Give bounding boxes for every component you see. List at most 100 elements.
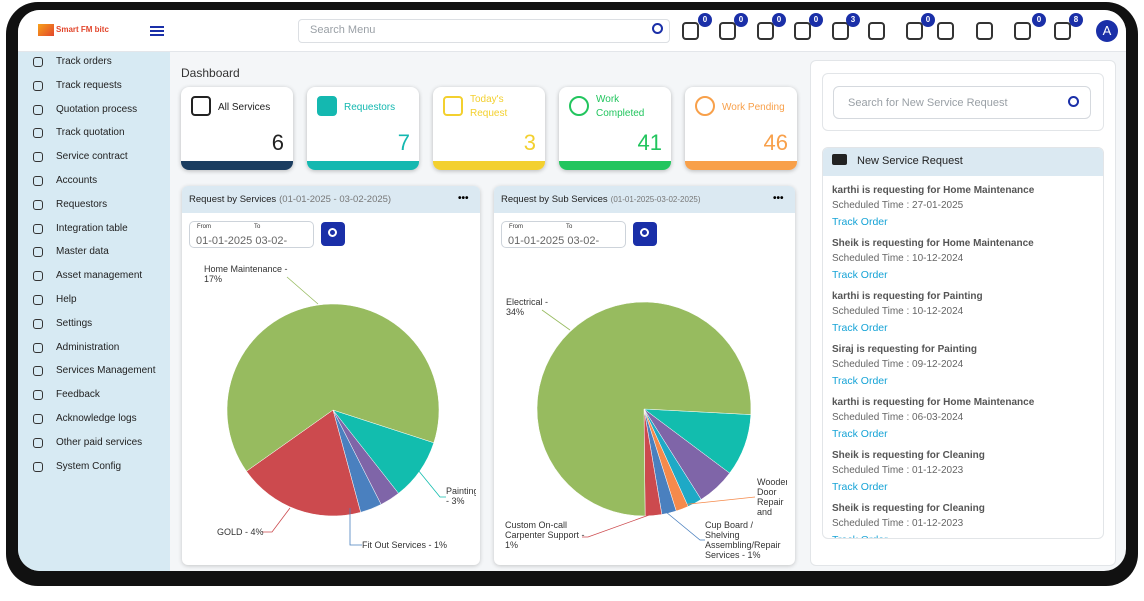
track-order-link[interactable]: Track Order <box>832 428 888 440</box>
sidebar-icon[interactable] <box>33 414 43 424</box>
sidebar-item[interactable]: Track requests <box>56 79 122 91</box>
sidebar-item[interactable]: Feedback <box>56 389 100 401</box>
sidebar-item[interactable]: Quotation process <box>56 103 138 115</box>
header-icon[interactable] <box>794 22 811 40</box>
leader-line <box>679 496 756 506</box>
stat-card[interactable] <box>433 87 545 170</box>
track-order-link[interactable]: Track Order <box>832 534 888 538</box>
card-icon <box>695 96 715 116</box>
track-order-link[interactable]: Track Order <box>832 269 888 281</box>
pie-label-box: Custom On-call Carpenter Support - 1% <box>505 520 585 550</box>
sidebar-icon[interactable] <box>33 247 43 258</box>
sidebar-item[interactable]: Other paid services <box>56 436 143 448</box>
search-menu[interactable] <box>298 19 670 43</box>
avatar[interactable]: A <box>1096 20 1118 42</box>
pie-label: Wooden Door Repair and <box>757 477 787 517</box>
notification-badge: 3 <box>846 13 860 27</box>
leader-line <box>665 511 705 541</box>
request-time: Scheduled Time : 27-01-2025 <box>832 200 964 211</box>
date-range[interactable] <box>189 221 314 248</box>
sidebar-icon[interactable] <box>33 295 43 305</box>
track-order-link[interactable]: Track Order <box>832 216 888 228</box>
request-search[interactable] <box>833 86 1091 119</box>
logo-mark <box>38 24 54 36</box>
card-value: 46 <box>763 130 788 155</box>
date-values: 01-01-2025 03-02- <box>508 235 600 247</box>
sidebar-icon[interactable] <box>33 199 43 210</box>
stat-card[interactable] <box>181 87 293 170</box>
pie-label: Fit Out Services - 1% <box>362 540 448 550</box>
stat-card[interactable] <box>685 87 797 170</box>
track-order-link[interactable]: Track Order <box>832 375 888 387</box>
sidebar-icon[interactable] <box>33 461 43 472</box>
sidebar-item[interactable]: Track quotation <box>56 127 125 139</box>
sidebar-item[interactable]: Accounts <box>56 175 98 186</box>
request-search-placeholder: Search for New Service Request <box>848 97 1008 109</box>
sidebar-icon[interactable] <box>33 80 43 91</box>
menu-toggle[interactable] <box>150 26 164 36</box>
card-value: 6 <box>271 130 284 155</box>
date-values: 01-01-2025 03-02- <box>196 235 288 247</box>
search-icon[interactable] <box>652 23 663 34</box>
header-icon[interactable] <box>719 22 736 40</box>
sidebar-icon[interactable] <box>33 176 43 186</box>
panel-menu[interactable]: ••• <box>773 193 784 204</box>
sidebar-icon[interactable] <box>33 57 43 67</box>
card-bar <box>181 161 293 170</box>
leader-line <box>541 309 571 331</box>
header-icon[interactable] <box>976 22 993 40</box>
sidebar-item[interactable]: Services Management <box>56 365 156 377</box>
pie-label: Home Maintenance - 17% <box>204 264 288 284</box>
panel-title: Request by Services (01-01-2025 - 03-02-2… <box>189 194 391 205</box>
sidebar-item[interactable]: Integration table <box>56 222 128 234</box>
pie-label-box: GOLD - 4% <box>217 527 264 537</box>
header-icon[interactable] <box>757 22 774 40</box>
header-icon[interactable] <box>868 22 885 40</box>
sidebar-icon[interactable] <box>33 318 43 329</box>
sidebar-item[interactable]: Settings <box>56 317 93 329</box>
sidebar-item[interactable]: Requestors <box>56 198 108 210</box>
date-search-icon <box>328 228 337 237</box>
date-range[interactable] <box>501 221 626 248</box>
sidebar-icon[interactable] <box>33 223 43 234</box>
panel-header <box>494 186 795 213</box>
header-icon[interactable] <box>1054 22 1071 40</box>
sidebar-item[interactable]: Master data <box>56 246 109 258</box>
leader-line <box>349 508 362 546</box>
sidebar-item[interactable]: Acknowledge logs <box>56 413 137 424</box>
request-list <box>822 147 1104 539</box>
sidebar-item[interactable]: Administration <box>56 341 120 353</box>
sidebar-icon[interactable] <box>33 152 43 163</box>
panel-menu[interactable]: ••• <box>458 193 469 204</box>
pie-label-box: Cup Board / Shelving Assembling/Repair S… <box>705 520 781 560</box>
header-icon[interactable] <box>682 22 699 40</box>
sidebar-icon[interactable] <box>33 390 43 401</box>
sidebar-item[interactable]: Track orders <box>56 56 112 67</box>
sidebar-item[interactable]: Service contract <box>56 151 128 163</box>
sidebar-item[interactable]: System Config <box>56 460 122 472</box>
request-search-icon[interactable] <box>1068 96 1079 107</box>
pie-label: Custom On-call Carpenter Support - 1% <box>505 520 585 550</box>
date-to-label: To <box>254 224 261 230</box>
notification-badge: 0 <box>698 13 712 27</box>
leader-line <box>582 513 653 538</box>
track-order-link[interactable]: Track Order <box>832 322 888 334</box>
sidebar-item[interactable]: Asset management <box>56 270 143 282</box>
sidebar-item[interactable]: Help <box>56 294 77 305</box>
track-order-link[interactable]: Track Order <box>832 481 888 493</box>
header-icon[interactable] <box>832 22 849 40</box>
sidebar-icon[interactable] <box>33 437 43 448</box>
header-icon[interactable] <box>906 22 923 40</box>
pie-label: Painting - 3% <box>446 486 476 506</box>
sidebar-icon[interactable] <box>33 104 43 115</box>
card-label: Today's Request <box>470 94 508 119</box>
sidebar-icon[interactable] <box>33 366 43 377</box>
sidebar-icon[interactable] <box>33 128 43 139</box>
header-icon[interactable] <box>1014 22 1031 40</box>
sidebar-icon[interactable] <box>33 271 43 282</box>
sidebar-icon[interactable] <box>33 342 43 353</box>
pie-label-box: Electrical - 34% <box>506 297 548 317</box>
header-icon[interactable] <box>937 22 954 40</box>
